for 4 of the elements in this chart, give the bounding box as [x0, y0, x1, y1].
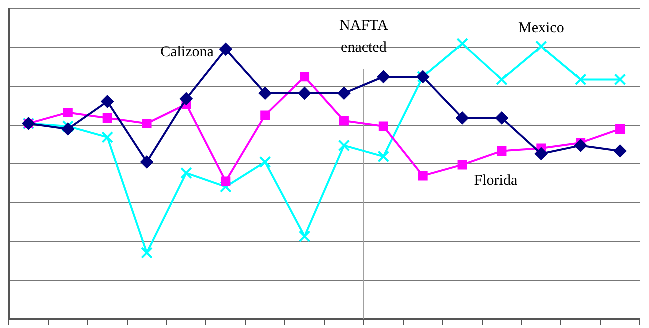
series-label: Florida [474, 173, 518, 190]
annotation: NAFTA enacted [340, 18, 388, 56]
series-label: Calizona [160, 44, 214, 60]
series-label: Mexico [518, 20, 564, 37]
